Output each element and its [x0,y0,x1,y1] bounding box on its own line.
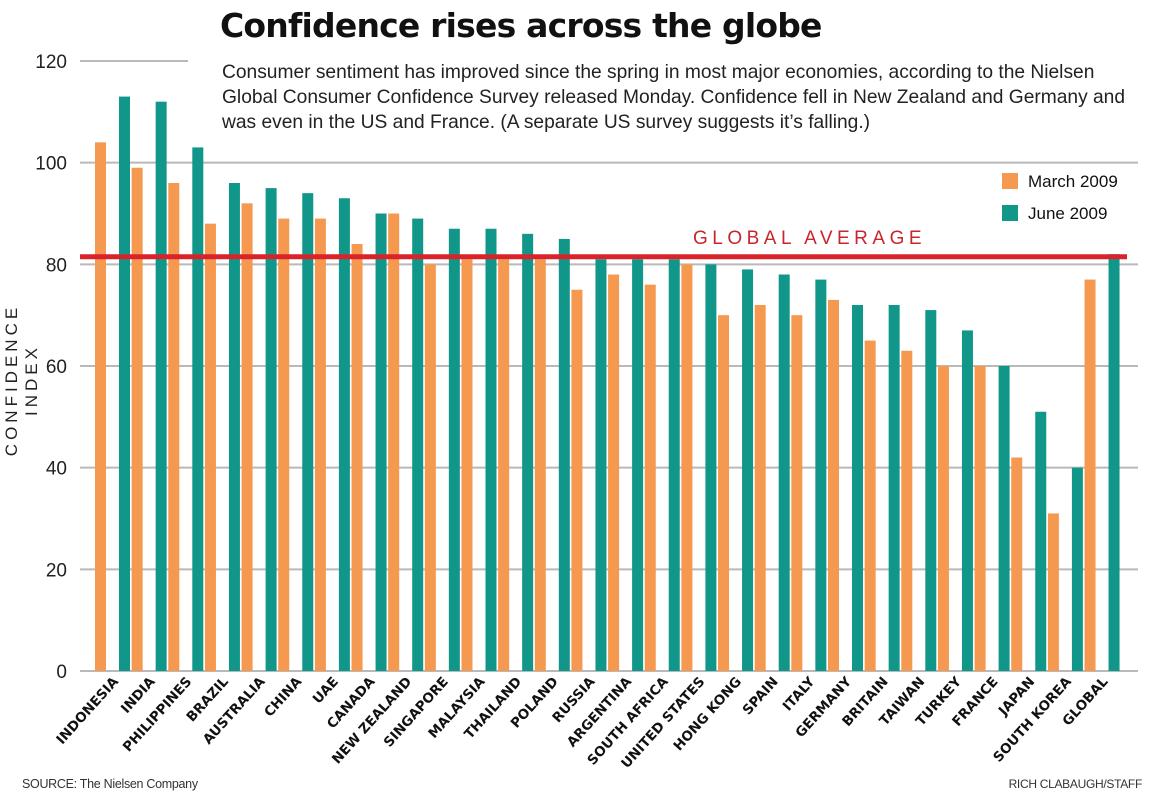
bar-malaysia-june [485,228,497,671]
x-tick-label: SPAIN [740,674,782,718]
bar-turkey-june [961,330,973,671]
bar-china-june [302,193,314,671]
bar-china-march [278,218,290,672]
bar-japan-march [1011,457,1023,671]
bar-singapore-june [448,228,460,671]
bar-russia-june [595,259,607,671]
y-axis-label: CONFIDENCE INDEX [2,303,41,457]
bar-south-korea-march [1047,513,1059,671]
y-tick-label: 80 [46,255,67,276]
bar-brazil-june [228,183,240,671]
bar-new-zealand-june [412,218,424,672]
bar-united-states-june [705,264,717,671]
bar-united-states-march [681,264,693,671]
source-note: SOURCE: The Nielsen Company [22,777,198,791]
bar-south-africa-june [668,259,680,671]
bar-brazil-march [204,223,216,671]
x-tick-label: CHINA [261,674,305,721]
x-tick-label: INDONESIA [53,674,122,748]
chart-subtitle: Consumer sentiment has improved since th… [222,60,1152,135]
bar-india-march [131,167,143,671]
x-tick-label: UAE [310,674,342,707]
bar-thailand-march [498,259,510,671]
bar-south-korea-june [1071,467,1083,671]
bar-philippines-june [192,147,204,671]
legend-swatch-march [1002,173,1018,189]
bar-thailand-june [522,233,534,672]
x-axis-labels: INDONESIAINDIAPHILIPPINESBRAZILAUSTRALIA… [53,674,1111,772]
bar-japan-june [1035,411,1047,671]
bar-new-zealand-march [388,213,400,671]
legend-label-march: March 2009 [1028,172,1118,191]
bar-britain-march [864,340,876,671]
global-average-label: GLOBAL AVERAGE [693,228,927,249]
bar-singapore-march [424,264,436,671]
bar-spain-march [754,305,766,671]
bar-australia-march [241,203,253,672]
bar-india-june [155,101,167,671]
bar-turkey-march [937,366,949,671]
bar-global-june [1108,254,1120,671]
bar-canada-march [351,244,363,671]
credit-note: RICH CLABAUGH/STAFF [1008,777,1143,791]
y-tick-label: 60 [46,357,67,378]
bar-russia-march [571,289,583,671]
legend-item-june-2009: June 2009 [1002,204,1107,224]
bar-global-march [1084,279,1096,671]
bar-hong-kong-june [742,269,754,671]
bar-argentina-march [608,274,620,671]
bar-hong-kong-march [718,315,730,671]
bar-indonesia-june [119,96,130,672]
y-tick-label: 40 [46,459,67,480]
bar-argentina-june [632,259,644,671]
bar-italy-june [815,279,827,671]
legend-item-march-2009: March 2009 [1002,172,1118,192]
bar-italy-march [791,315,803,671]
bar-poland-march [534,259,546,671]
y-tick-label: 0 [56,662,67,683]
bar-malaysia-march [461,259,473,671]
y-axis-ticks: 0 20 40 60 80 100 120 [35,52,67,683]
bar-taiwan-march [901,350,913,671]
y-tick-label: 20 [46,560,67,581]
bar-germany-march [828,299,839,671]
bar-germany-june [852,305,863,671]
bar-canada-june [375,213,387,671]
bar-indonesia-march [95,142,106,672]
bar-south-africa-march [644,284,656,671]
legend-label-june: June 2009 [1028,204,1108,223]
bar-uae-march [314,218,326,672]
bar-spain-june [778,274,790,671]
bar-france-march [974,366,986,671]
bar-france-june [998,366,1010,671]
legend-swatch-june [1002,205,1018,221]
chart-title: Confidence rises across the globe [220,6,822,45]
y-tick-label: 100 [35,154,67,175]
bar-britain-june [888,305,900,671]
bar-philippines-march [168,183,180,671]
bar-australia-june [265,188,277,672]
y-tick-label: 120 [35,52,67,73]
bar-poland-june [558,238,570,671]
bar-uae-june [338,198,350,671]
bars [95,96,1120,672]
bar-taiwan-june [925,310,937,671]
